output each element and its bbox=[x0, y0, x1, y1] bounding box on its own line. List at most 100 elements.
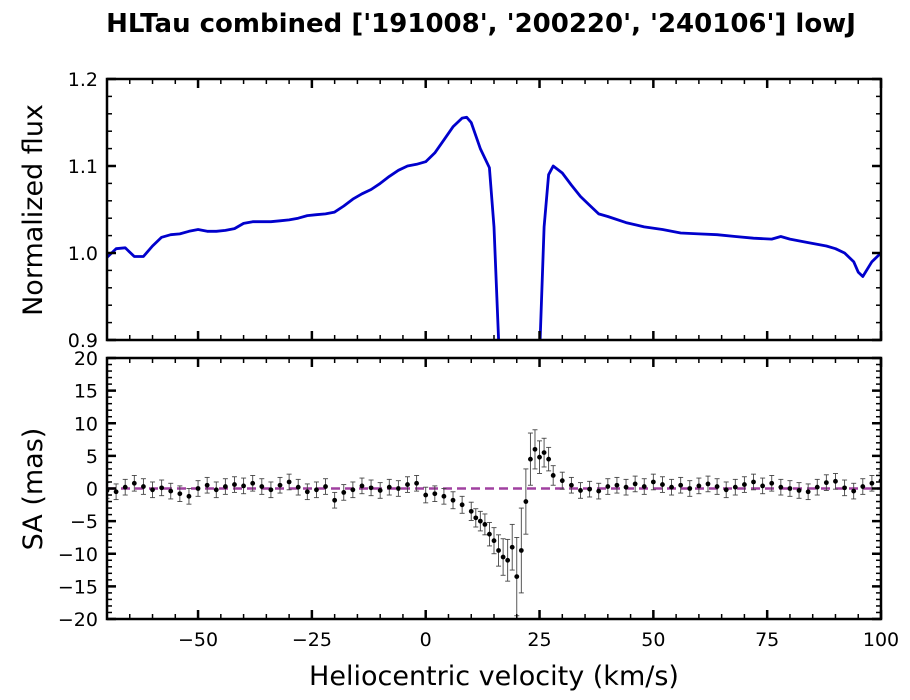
sa-data-point bbox=[113, 489, 119, 495]
x-tick-label: 25 bbox=[527, 629, 551, 651]
sa-data-point bbox=[860, 484, 866, 489]
sa-data-point bbox=[159, 485, 165, 491]
sa-data-point bbox=[177, 491, 183, 497]
sa-data-point bbox=[669, 484, 674, 490]
flux-y-tick-label: 1.1 bbox=[68, 156, 98, 178]
sa-data-point bbox=[833, 478, 838, 484]
sa-data-point bbox=[395, 486, 401, 491]
sa-y-tick-label: 15 bbox=[74, 381, 98, 403]
sa-data-point bbox=[168, 488, 174, 494]
x-axis-label: Heliocentric velocity (km/s) bbox=[309, 661, 679, 692]
x-tick-label: −25 bbox=[292, 629, 332, 651]
sa-data-point bbox=[268, 487, 274, 493]
flux-y-tick-label: 0.9 bbox=[68, 330, 98, 352]
sa-data-point bbox=[450, 497, 456, 503]
sa-data-point bbox=[778, 484, 784, 490]
sa-y-tick-label: −20 bbox=[58, 609, 98, 631]
sa-data-point bbox=[213, 487, 219, 493]
sa-data-point bbox=[550, 473, 556, 478]
sa-data-point bbox=[405, 482, 410, 487]
sa-data-point bbox=[851, 488, 857, 494]
sa-data-point bbox=[787, 486, 793, 491]
sa-data-point bbox=[528, 456, 533, 462]
sa-data-point bbox=[487, 531, 492, 537]
sa-data-point bbox=[241, 483, 246, 489]
sa-data-point bbox=[596, 488, 602, 494]
sa-data-point bbox=[259, 484, 265, 489]
sa-data-point bbox=[286, 479, 292, 485]
sa-data-point bbox=[541, 450, 547, 456]
flux-axes-frame bbox=[105, 77, 883, 342]
sa-data-point bbox=[314, 487, 319, 493]
sa-data-point bbox=[714, 484, 720, 489]
sa-data-point bbox=[423, 492, 429, 498]
sa-data-point bbox=[414, 480, 419, 486]
sa-data-point bbox=[578, 488, 583, 493]
sa-data-point bbox=[496, 548, 501, 553]
sa-data-point bbox=[341, 490, 347, 495]
sa-data-point bbox=[814, 484, 820, 490]
sa-data-point bbox=[723, 487, 729, 493]
sa-data-point bbox=[532, 446, 538, 452]
sa-y-tick-label: −15 bbox=[58, 576, 98, 598]
x-tick-label: 100 bbox=[863, 629, 899, 651]
flux-y-tick-label: 1.0 bbox=[68, 243, 98, 265]
sa-data-point bbox=[377, 488, 383, 493]
sa-data-point bbox=[696, 483, 702, 489]
sa-data-point bbox=[122, 484, 128, 490]
sa-series bbox=[107, 429, 881, 617]
sa-y-tick-label: 0 bbox=[86, 479, 98, 501]
sa-data-point bbox=[632, 481, 638, 487]
sa-y-axis-label: SA (mas) bbox=[18, 428, 49, 551]
flux-series bbox=[107, 115, 881, 340]
sa-data-point bbox=[614, 482, 620, 488]
sa-data-point bbox=[131, 480, 137, 486]
sa-data-point bbox=[732, 484, 738, 490]
sa-y-tick-label: 20 bbox=[74, 348, 98, 370]
sa-data-point bbox=[304, 489, 310, 495]
sa-data-point bbox=[491, 538, 497, 544]
sa-data-point bbox=[186, 493, 192, 499]
sa-data-point bbox=[796, 488, 802, 493]
sa-data-point bbox=[432, 491, 438, 497]
sa-data-point bbox=[332, 497, 338, 503]
sa-data-point bbox=[250, 480, 256, 486]
sa-data-point bbox=[441, 493, 447, 499]
sa-data-point bbox=[769, 480, 775, 486]
sa-data-point bbox=[869, 480, 875, 486]
sa-data-point bbox=[705, 481, 711, 487]
sa-data-point bbox=[477, 518, 483, 524]
sa-data-point bbox=[195, 486, 201, 491]
sa-data-point bbox=[587, 486, 593, 492]
sa-data-point bbox=[350, 487, 356, 493]
sa-data-point bbox=[678, 482, 684, 488]
sa-data-point bbox=[546, 456, 552, 462]
sa-axes-frame bbox=[105, 356, 883, 621]
sa-data-point bbox=[514, 574, 520, 579]
flux-y-axis-label: Normalized flux bbox=[18, 104, 49, 316]
flux-ticks: 0.9 1.0 1.1 1.2 bbox=[68, 69, 883, 352]
sa-data-point bbox=[323, 484, 328, 489]
sa-data-point bbox=[505, 557, 511, 563]
sa-data-point bbox=[518, 548, 524, 553]
sa-data-point bbox=[473, 515, 479, 521]
flux-line bbox=[107, 115, 881, 340]
sa-data-point bbox=[359, 483, 365, 489]
sa-data-point bbox=[805, 489, 811, 495]
sa-data-point bbox=[623, 484, 629, 490]
sa-data-point bbox=[650, 479, 656, 485]
sa-data-point bbox=[222, 484, 228, 489]
sa-data-point bbox=[277, 482, 283, 488]
sa-data-point bbox=[605, 484, 611, 489]
sa-data-point bbox=[823, 480, 829, 486]
sa-data-point bbox=[500, 554, 506, 560]
sa-data-point bbox=[537, 454, 542, 460]
sa-data-point bbox=[295, 484, 301, 490]
sa-data-point bbox=[468, 508, 474, 514]
sa-data-point bbox=[368, 485, 374, 491]
sa-data-point bbox=[232, 482, 237, 487]
x-tick-label: −50 bbox=[178, 629, 218, 651]
